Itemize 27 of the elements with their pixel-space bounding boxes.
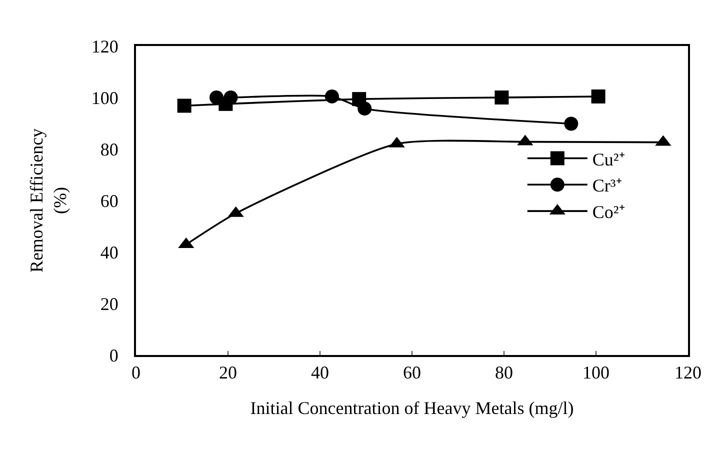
y-tick-label: 20 [100, 294, 118, 314]
point [224, 90, 238, 104]
point [210, 90, 224, 104]
legend-label: Co²⁺ [592, 202, 625, 222]
y-tick-label: 60 [100, 190, 118, 211]
y-tick-label: 100 [91, 88, 118, 108]
legend-label: Cr³⁺ [592, 176, 622, 196]
x-tick-label: 20 [219, 362, 237, 383]
x-tick-label: 100 [582, 362, 610, 383]
x-axis-title: Initial Concentration of Heavy Metals (mg/l) [250, 398, 574, 418]
point [358, 102, 372, 116]
point [591, 89, 606, 104]
legend-label: Cu²⁺ [592, 149, 625, 170]
x-tick-label: 80 [495, 362, 513, 383]
y-tick-label: 40 [100, 242, 118, 262]
y-tick-label: 120 [91, 36, 118, 56]
y-tick-label: 0 [109, 345, 118, 366]
point [494, 90, 509, 104]
point [564, 116, 578, 131]
x-tick-label: 60 [403, 362, 421, 383]
y-tick-label: 80 [100, 139, 118, 160]
point [324, 89, 339, 104]
x-tick-label: 40 [311, 362, 329, 383]
x-tick-label: 0 [132, 362, 140, 383]
point [177, 98, 192, 113]
x-tick-label: 120 [674, 362, 702, 383]
y-axis-title: Removal Efficiency (%) [26, 128, 70, 273]
